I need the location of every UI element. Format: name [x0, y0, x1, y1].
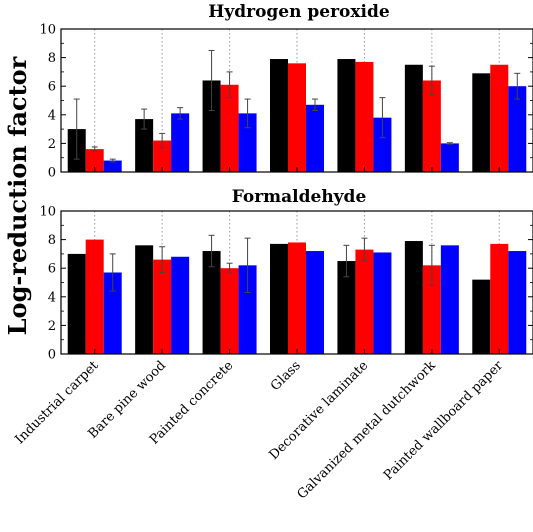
bar — [202, 80, 221, 172]
panel-title-formaldehyde: Formaldehyde — [232, 187, 367, 207]
bar — [153, 259, 172, 354]
bar — [85, 239, 104, 354]
hydrogen-peroxide-panel: Hydrogen peroxide 0 2 4 6 8 10 — [39, 2, 533, 181]
y-tick-label: 8 — [48, 51, 56, 66]
bar — [306, 251, 324, 354]
bar — [355, 249, 374, 354]
bar — [508, 251, 527, 354]
bar — [404, 64, 423, 172]
y-tick-label: 2 — [48, 319, 56, 334]
y-tick-label: 0 — [48, 166, 56, 181]
bar — [238, 113, 257, 172]
y-tick-label: 10 — [39, 23, 56, 38]
bar — [422, 265, 441, 354]
bar — [337, 261, 356, 354]
bar — [270, 59, 288, 172]
bar — [238, 265, 257, 354]
bar — [220, 268, 239, 354]
bar — [135, 245, 154, 354]
bar — [67, 253, 86, 354]
bar — [337, 59, 356, 172]
bar — [490, 64, 509, 172]
bar — [472, 73, 491, 172]
y-tick-label: 6 — [48, 262, 56, 277]
bar — [355, 61, 374, 172]
formaldehyde-panel: Formaldehyde 0 2 4 6 8 10 — [39, 187, 533, 363]
bar — [220, 84, 239, 172]
bar — [202, 251, 221, 354]
bar — [404, 241, 423, 354]
bar — [171, 113, 190, 172]
y-tick-label: 8 — [48, 233, 56, 248]
bar — [171, 256, 190, 354]
category-label: Galvanized metal dutchwork — [295, 358, 439, 502]
bar — [373, 252, 392, 354]
bar — [103, 160, 122, 172]
bar — [288, 242, 306, 354]
category-label: Glass — [268, 358, 304, 394]
bar — [373, 117, 392, 172]
bar — [135, 119, 154, 172]
bar — [288, 63, 306, 172]
y-axis-label: Log-reduction factor — [3, 56, 32, 335]
bar — [85, 149, 104, 172]
y-tick-label: 4 — [48, 108, 56, 123]
panel-title-hydrogen-peroxide: Hydrogen peroxide — [208, 2, 390, 22]
bar — [306, 104, 324, 172]
bar — [472, 279, 491, 354]
bar — [422, 80, 441, 172]
bar — [508, 86, 527, 172]
bar — [103, 272, 122, 354]
bar — [490, 243, 509, 354]
bar — [270, 243, 288, 354]
y-tick-label: 2 — [48, 137, 56, 152]
y-tick-label: 10 — [39, 205, 56, 220]
y-tick-label: 4 — [48, 290, 56, 305]
category-label: Painted wallboard paper — [381, 358, 507, 484]
bar — [440, 245, 459, 354]
bar — [153, 140, 172, 172]
y-tick-label: 0 — [48, 348, 56, 363]
bar — [440, 143, 459, 172]
y-tick-label: 6 — [48, 80, 56, 95]
